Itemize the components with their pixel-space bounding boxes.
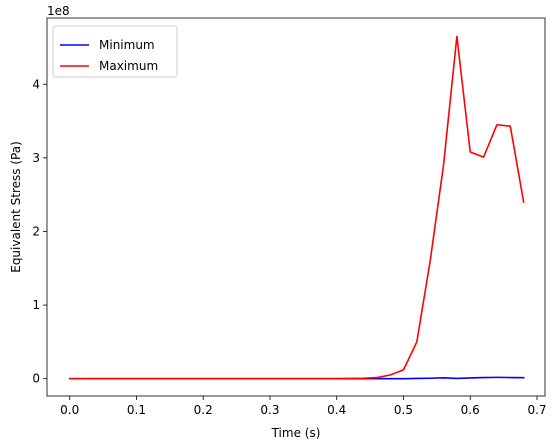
x-tick-label: 0.0 (60, 403, 79, 417)
x-tick-label: 0.6 (461, 403, 480, 417)
y-ticks: 0 1 2 3 4 (32, 77, 47, 386)
x-tick-label: 0.1 (127, 403, 146, 417)
y-tick-label: 0 (32, 372, 40, 386)
axes-frame (46, 17, 546, 397)
y-tick-label: 4 (32, 77, 40, 91)
legend-label-maximum: Maximum (99, 59, 158, 73)
y-tick-label: 3 (32, 151, 40, 165)
legend-label-minimum: Minimum (99, 38, 155, 52)
axes-layer (46, 17, 546, 397)
x-ticks: 0.0 0.1 0.2 0.3 0.4 0.5 0.6 0.7 (60, 396, 547, 417)
legend-box (52, 25, 178, 78)
x-tick-label: 0.2 (194, 403, 213, 417)
y-offset-label: 1e8 (47, 4, 70, 18)
x-tick-label: 0.7 (527, 403, 546, 417)
series-line-maximum (68, 35, 525, 380)
x-axis-label: Time (s) (271, 426, 321, 440)
x-tick-label: 0.3 (260, 403, 279, 417)
legend: Minimum Maximum (52, 25, 178, 78)
x-tick-label: 0.4 (327, 403, 346, 417)
series-layer (68, 35, 525, 380)
y-axis-label: Equivalent Stress (Pa) (9, 141, 23, 273)
y-tick-label: 1 (32, 298, 40, 312)
x-tick-label: 0.5 (394, 403, 413, 417)
y-tick-label: 2 (32, 224, 40, 238)
